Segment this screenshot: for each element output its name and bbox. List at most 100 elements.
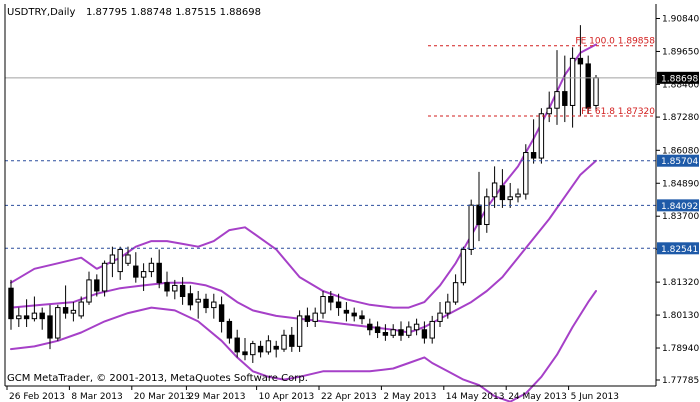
candle-body (312, 312, 318, 322)
candle-body (234, 337, 240, 353)
candle-body (437, 312, 443, 322)
candle-body (62, 307, 69, 314)
candle-body (47, 315, 53, 339)
x-tick-label: 8 Mar 2013 (71, 392, 122, 402)
candle-body (546, 107, 552, 115)
candle-body (16, 315, 22, 320)
x-tick-label: 24 May 2013 (508, 392, 567, 402)
level-label: 1.84092 (661, 202, 698, 212)
candle-body (211, 301, 217, 309)
candle-body (148, 262, 155, 273)
candle-body (491, 182, 498, 198)
y-tick-label: 1.90840 (662, 15, 699, 25)
bollinger-band-lower (10, 290, 597, 402)
candle-body (172, 284, 178, 292)
candle-body (281, 334, 287, 350)
candle-body (187, 293, 194, 306)
y-tick-label: 1.88460 (662, 80, 699, 90)
candle-body (569, 57, 576, 106)
candle-body (343, 309, 350, 314)
candle-body (289, 334, 295, 347)
level-label-bg (657, 242, 699, 255)
y-tick-label: 1.89650 (662, 47, 699, 57)
chart-ohlc-values: 1.87795 1.88748 1.87515 1.88698 (86, 7, 261, 18)
candle-body (484, 196, 490, 226)
candle-body (133, 265, 139, 278)
candle-body (273, 345, 279, 350)
y-tick-label: 1.81320 (662, 278, 699, 288)
candle-body (460, 248, 467, 284)
candle-body (242, 351, 248, 356)
candle-body (445, 301, 451, 314)
fibonacci-level-label: FE 61.8 1.87320 (581, 107, 655, 117)
candle-body (257, 345, 264, 353)
level-label: 1.82541 (661, 245, 698, 255)
candle-body (218, 304, 225, 322)
candle-body (195, 298, 201, 303)
candle-body (328, 296, 334, 303)
candle-body (390, 329, 396, 336)
candle-body (140, 271, 147, 278)
candle-body (398, 329, 404, 336)
x-tick-label: 20 Mar 2013 (134, 392, 191, 402)
y-tick-label: 1.77785 (662, 376, 699, 386)
candle-body (101, 262, 108, 292)
x-tick-label: 2 May 2013 (383, 392, 436, 402)
candle-body (70, 309, 77, 314)
fibonacci-level-label: FE 100.0 1.89858 (575, 37, 655, 47)
candle-body (265, 340, 272, 353)
candle-body (382, 332, 389, 336)
candle-body (421, 329, 428, 339)
candle-body (468, 204, 474, 250)
level-label-bg (657, 199, 699, 212)
candle-body (351, 312, 357, 317)
x-tick-label: 14 May 2013 (446, 392, 505, 402)
candle-body (23, 315, 30, 320)
candle-body (31, 312, 38, 320)
candle-body (429, 320, 435, 339)
candle-body (39, 312, 45, 320)
candle-body (226, 320, 233, 339)
candle-body (554, 91, 560, 109)
current-price-label-bg (657, 71, 699, 84)
candle-body (109, 254, 116, 264)
candle-body (374, 326, 381, 334)
candle-body (179, 284, 186, 298)
candle-body (476, 204, 482, 226)
candle-body (296, 315, 303, 347)
candle-body (523, 152, 529, 195)
y-tick-label: 1.80130 (662, 311, 699, 321)
x-tick-label: 22 Apr 2013 (321, 392, 377, 402)
candle-body (335, 301, 342, 309)
chart-copyright: GCM MetaTrader, © 2001-2013, MetaQuotes … (7, 373, 308, 384)
candle-body (320, 296, 326, 314)
y-tick-label: 1.86080 (662, 146, 699, 156)
candle-body (406, 326, 412, 336)
candle-body (367, 323, 373, 331)
x-tick-label: 5 Jun 2013 (571, 392, 619, 402)
candle-body (499, 185, 506, 201)
current-price-label: 1.88698 (661, 74, 698, 84)
candle-body (94, 279, 100, 292)
x-tick-label: 10 Apr 2013 (259, 392, 315, 402)
candle-body (530, 152, 537, 159)
y-tick-label: 1.78940 (662, 344, 699, 354)
y-tick-label: 1.87280 (662, 113, 699, 123)
level-label-bg (657, 154, 699, 167)
candle-body (538, 113, 545, 159)
candle-body (117, 248, 123, 273)
candle-body (250, 343, 256, 356)
candle-body (577, 57, 584, 65)
candle-body (156, 262, 162, 284)
candle-body (507, 196, 513, 201)
chart-symbol-timeframe: USDTRY,Daily (7, 7, 75, 18)
y-tick-label: 1.84890 (662, 179, 699, 189)
y-tick-label: 1.83700 (662, 212, 699, 222)
x-tick-label: 26 Feb 2013 (9, 392, 65, 402)
candle-body (562, 91, 568, 106)
candle-body (8, 287, 14, 320)
candle-body (413, 323, 420, 331)
candle-body (585, 63, 591, 109)
